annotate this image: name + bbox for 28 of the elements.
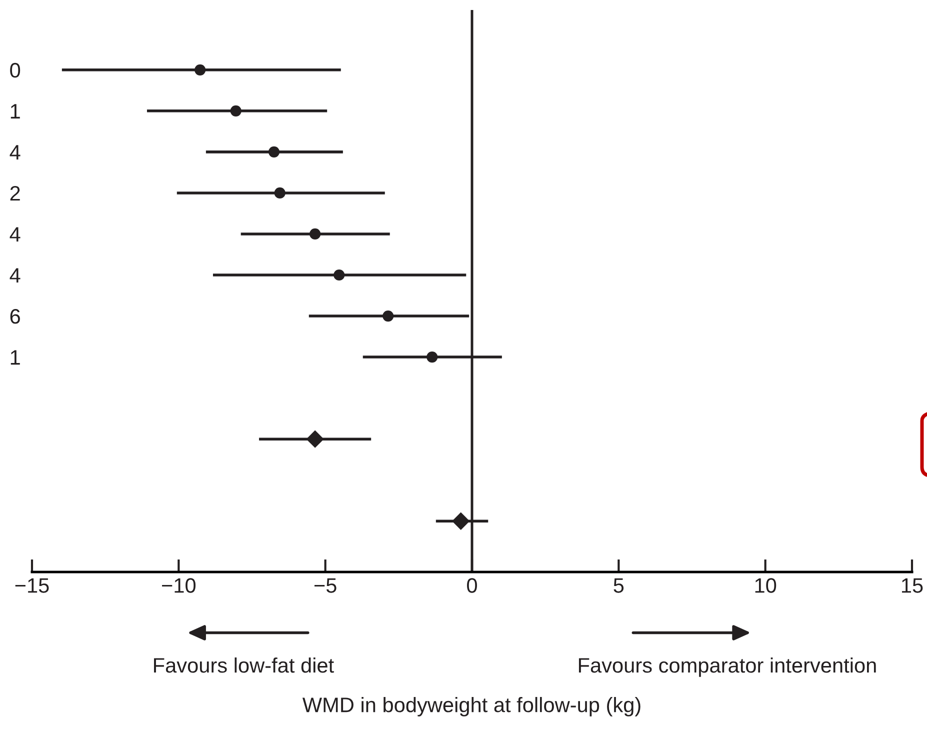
x-tick-label: 10 — [755, 578, 776, 593]
point — [230, 105, 242, 116]
y-tick-label: 2 — [10, 186, 20, 201]
x-tick-label: 5 — [614, 578, 624, 593]
y-tick-label: 4 — [10, 145, 20, 160]
y-tick-label: 6 — [10, 309, 20, 324]
point — [382, 310, 394, 322]
point — [306, 430, 324, 448]
point — [452, 512, 470, 530]
point — [426, 351, 438, 363]
text: Favours low-fat diet — [154, 657, 334, 673]
y-tick-label: 1 — [10, 104, 20, 118]
point — [310, 228, 321, 240]
x-tick-label: −5 — [314, 578, 336, 593]
point — [194, 64, 206, 76]
point — [268, 146, 280, 158]
x-tick-label: −10 — [162, 578, 196, 593]
x-tick-label: −15 — [15, 578, 49, 593]
y-tick-label: 4 — [10, 268, 20, 283]
point — [334, 269, 345, 281]
y-tick-label: 4 — [10, 227, 20, 242]
x-tick-label: 15 — [902, 578, 923, 593]
point — [274, 187, 286, 199]
y-tick-label: 1 — [10, 350, 20, 365]
y-tick-label: 0 — [10, 62, 20, 78]
text: Favours comparator intervention — [578, 657, 876, 677]
x-axis-title: WMD in bodyweight at follow-up (kg) — [302, 696, 640, 716]
x-tick-label: 0 — [467, 578, 477, 593]
